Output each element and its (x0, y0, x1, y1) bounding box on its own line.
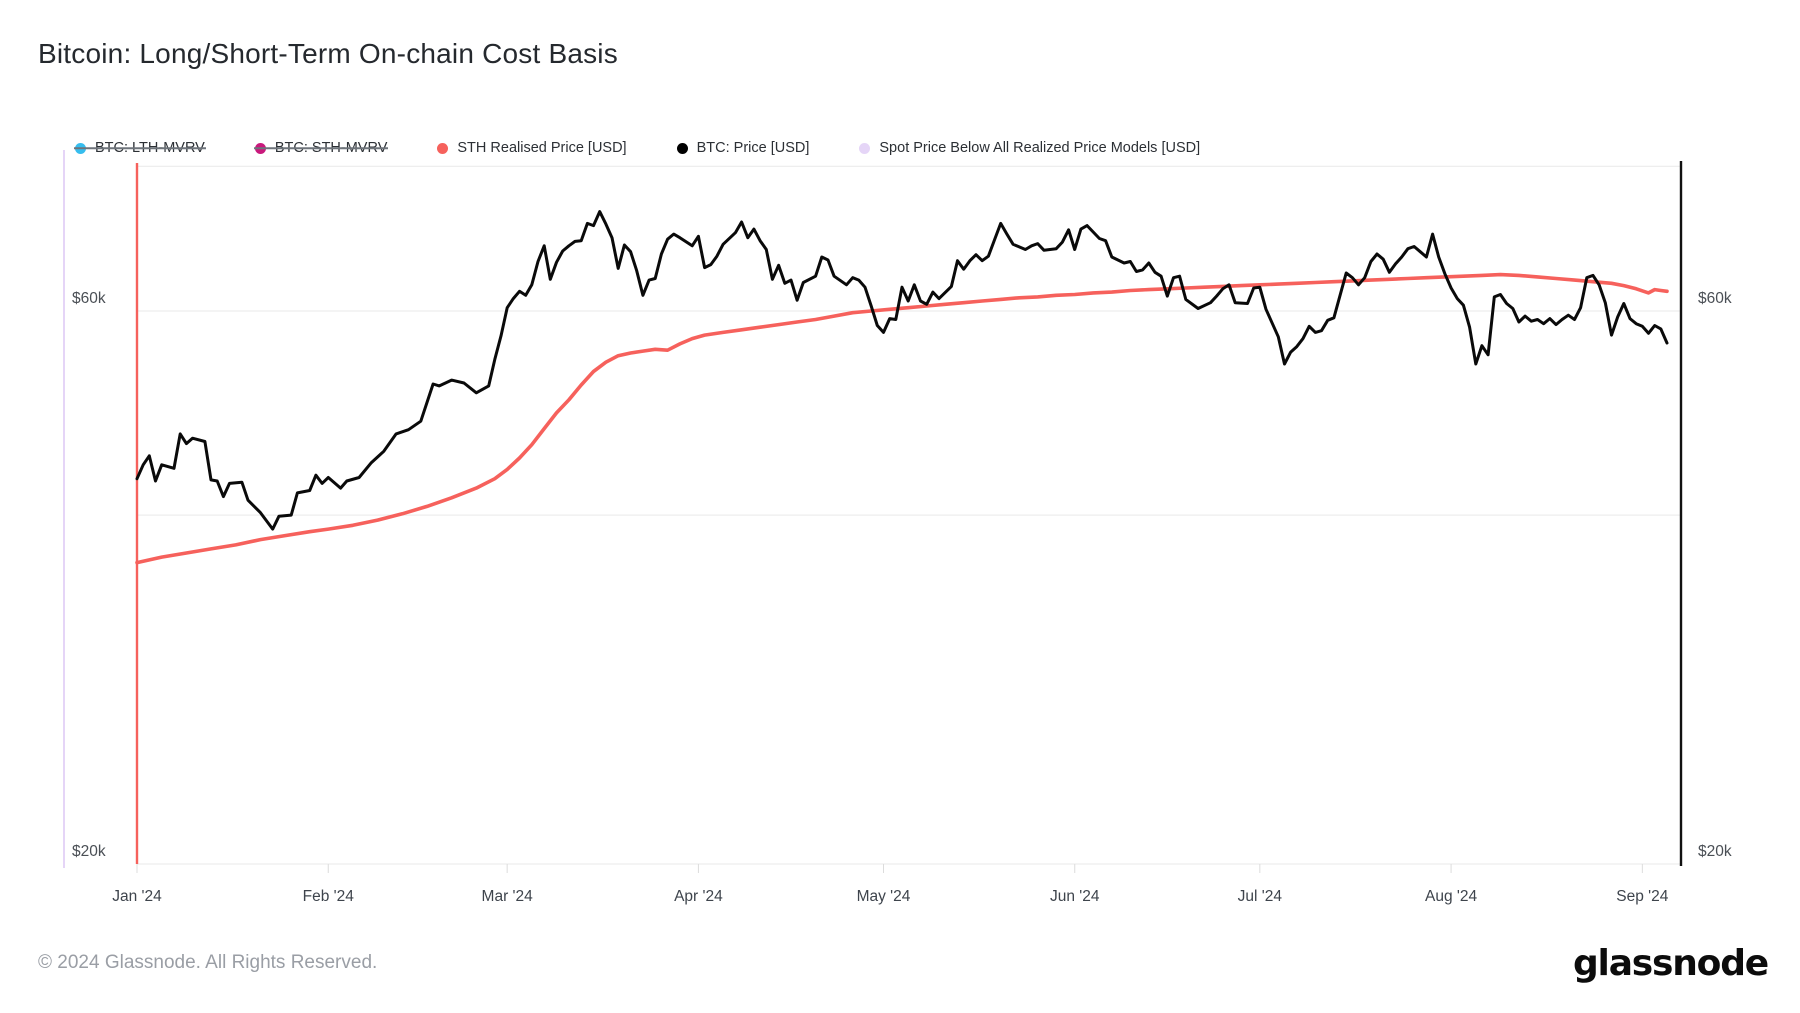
legend-item-btc-lth-mvrv[interactable]: BTC: LTH-MVRV (75, 140, 205, 156)
copyright-text: © 2024 Glassnode. All Rights Reserved. (38, 952, 378, 973)
x-axis-label-feb-24: Feb '24 (302, 888, 354, 905)
legend-label: STH Realised Price [USD] (457, 140, 627, 156)
chart-legend: BTC: LTH-MVRV BTC: STH-MVRV STH Realised P… (75, 140, 1200, 156)
y-axis-label-left-20k: $20k (72, 842, 106, 860)
y-axis-label-right-60k: $60k (1698, 290, 1732, 307)
x-axis-label-jul-24: Jul '24 (1237, 888, 1282, 905)
legend-item-spot-price-below-all-realized-price-models-usd[interactable]: Spot Price Below All Realized Price Mode… (859, 140, 1200, 156)
legend-item-sth-realised-price-usd[interactable]: STH Realised Price [USD] (437, 140, 627, 156)
y-axis-label-right-20k: $20k (1698, 842, 1732, 860)
x-axis-label-apr-24: Apr '24 (674, 888, 723, 905)
btc-price-usd-dot-icon (676, 142, 688, 154)
spot-price-below-all-realized-price-models-usd-dot-icon (859, 142, 871, 154)
page-title: Bitcoin: Long/Short-Term On-chain Cost B… (38, 38, 618, 69)
legend-label: BTC: Price [USD] (696, 140, 810, 156)
x-axis-label-sep-24: Sep '24 (1616, 888, 1669, 905)
series-line-btc-price-usd (135, 210, 1669, 531)
y-axis-label-left-60k: $60k (72, 290, 106, 307)
glassnode-logo: glassnode (1572, 943, 1769, 984)
x-axis-label-jan-24: Jan '24 (112, 888, 162, 905)
x-axis-label-mar-24: Mar '24 (481, 888, 533, 905)
x-axis-label-aug-24: Aug '24 (1425, 888, 1478, 905)
legend-label: Spot Price Below All Realized Price Mode… (879, 140, 1201, 156)
legend-item-btc-price-usd[interactable]: BTC: Price [USD] (676, 140, 810, 156)
legend-item-btc-sth-mvrv[interactable]: BTC: STH-MVRV (254, 140, 387, 156)
sth-realised-price-usd-dot-icon (437, 142, 449, 154)
x-axis-label-jun-24: Jun '24 (1049, 888, 1100, 905)
series-line-sth-realised-price-usd (135, 272, 1669, 565)
x-axis-label-may-24: May '24 (856, 888, 911, 905)
